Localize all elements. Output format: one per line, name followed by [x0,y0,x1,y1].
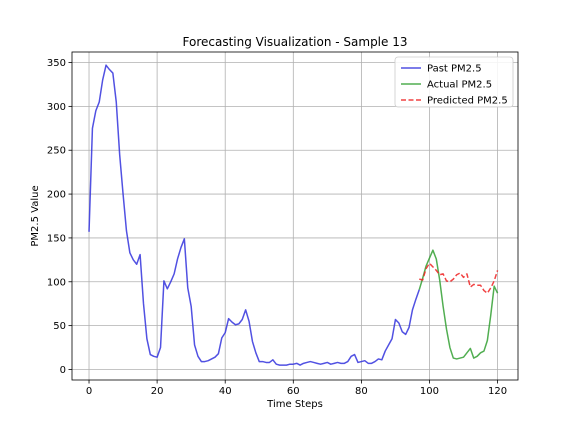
legend-entry-label: Past PM2.5 [427,64,482,75]
series-line-actual-pm2-5 [418,249,499,360]
axis-ticks: 0 20 40 60 80 100 120 0 50 100 150 200 250 300 350 [47,58,507,397]
y-tick-label: 350 [47,58,66,69]
x-tick-label: 40 [219,386,232,397]
y-tick-label: 200 [47,190,66,201]
x-tick-label: 60 [287,386,300,397]
y-tick-label: 0 [60,365,66,376]
x-tick-label: 80 [355,386,368,397]
legend-entry-label: Actual PM2.5 [427,80,492,91]
y-axis-label: PM2.5 Value [30,185,41,246]
x-tick-label: 100 [420,386,439,397]
x-axis-label: Time Steps [266,399,323,410]
x-tick-label: 20 [151,386,164,397]
y-tick-label: 300 [47,102,66,113]
y-tick-label: 50 [53,321,66,332]
x-tick-label: 120 [488,386,507,397]
y-tick-label: 100 [47,277,66,288]
y-tick-label: 250 [47,146,66,157]
legend-box [394,56,514,108]
series-line-predicted-pm2-5 [419,262,499,294]
legend-entry-label: Predicted PM2.5 [427,96,508,107]
chart-title: Forecasting Visualization - Sample 13 [183,35,408,49]
plot-frame [71,51,519,381]
legend: Past PM2.5 Actual PM2.5 Predicted PM2.5 [394,56,514,108]
y-tick-label: 150 [47,233,66,244]
series-layer [88,64,499,366]
series-line-past-pm2-5 [88,64,420,366]
x-tick-label: 0 [86,386,92,397]
